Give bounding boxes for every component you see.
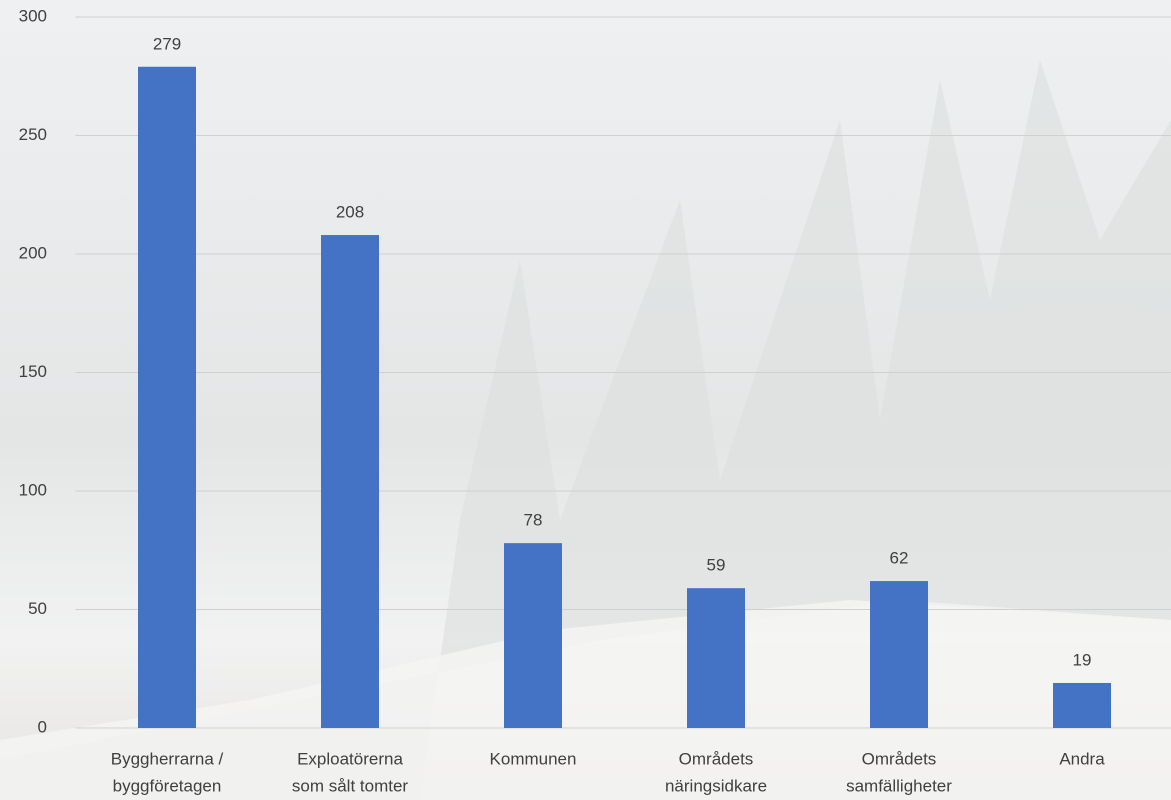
bar [321,235,379,729]
y-tick-label: 250 [19,125,47,144]
x-tick-label: Områdets [862,749,937,768]
bar [504,543,562,728]
value-label: 279 [153,34,181,53]
y-tick-label: 150 [19,362,47,381]
x-tick-label: som sålt tomter [292,776,409,795]
x-tick-label: Kommunen [490,749,577,768]
bar [870,581,928,728]
x-tick-label: Byggherrarna / [111,749,224,768]
bar [687,588,745,728]
background-trees [0,60,1171,800]
y-tick-label: 50 [28,599,47,618]
value-label: 208 [336,203,364,222]
y-tick-label: 0 [38,717,47,736]
y-tick-label: 200 [19,243,47,262]
bar [1053,682,1111,728]
y-tick-label: 100 [19,480,47,499]
value-label: 19 [1073,650,1092,669]
x-tick-label: Exploatörerna [297,749,403,768]
x-tick-label: näringsidkare [665,776,767,795]
value-label: 78 [524,511,543,530]
x-tick-label: byggföretagen [113,776,222,795]
x-tick-label: samfälligheter [846,776,952,795]
value-label: 59 [707,556,726,575]
x-tick-label: Andra [1059,749,1105,768]
y-tick-label: 300 [19,6,47,25]
x-tick-label: Områdets [679,749,754,768]
bar [138,66,196,728]
value-label: 62 [890,549,909,568]
